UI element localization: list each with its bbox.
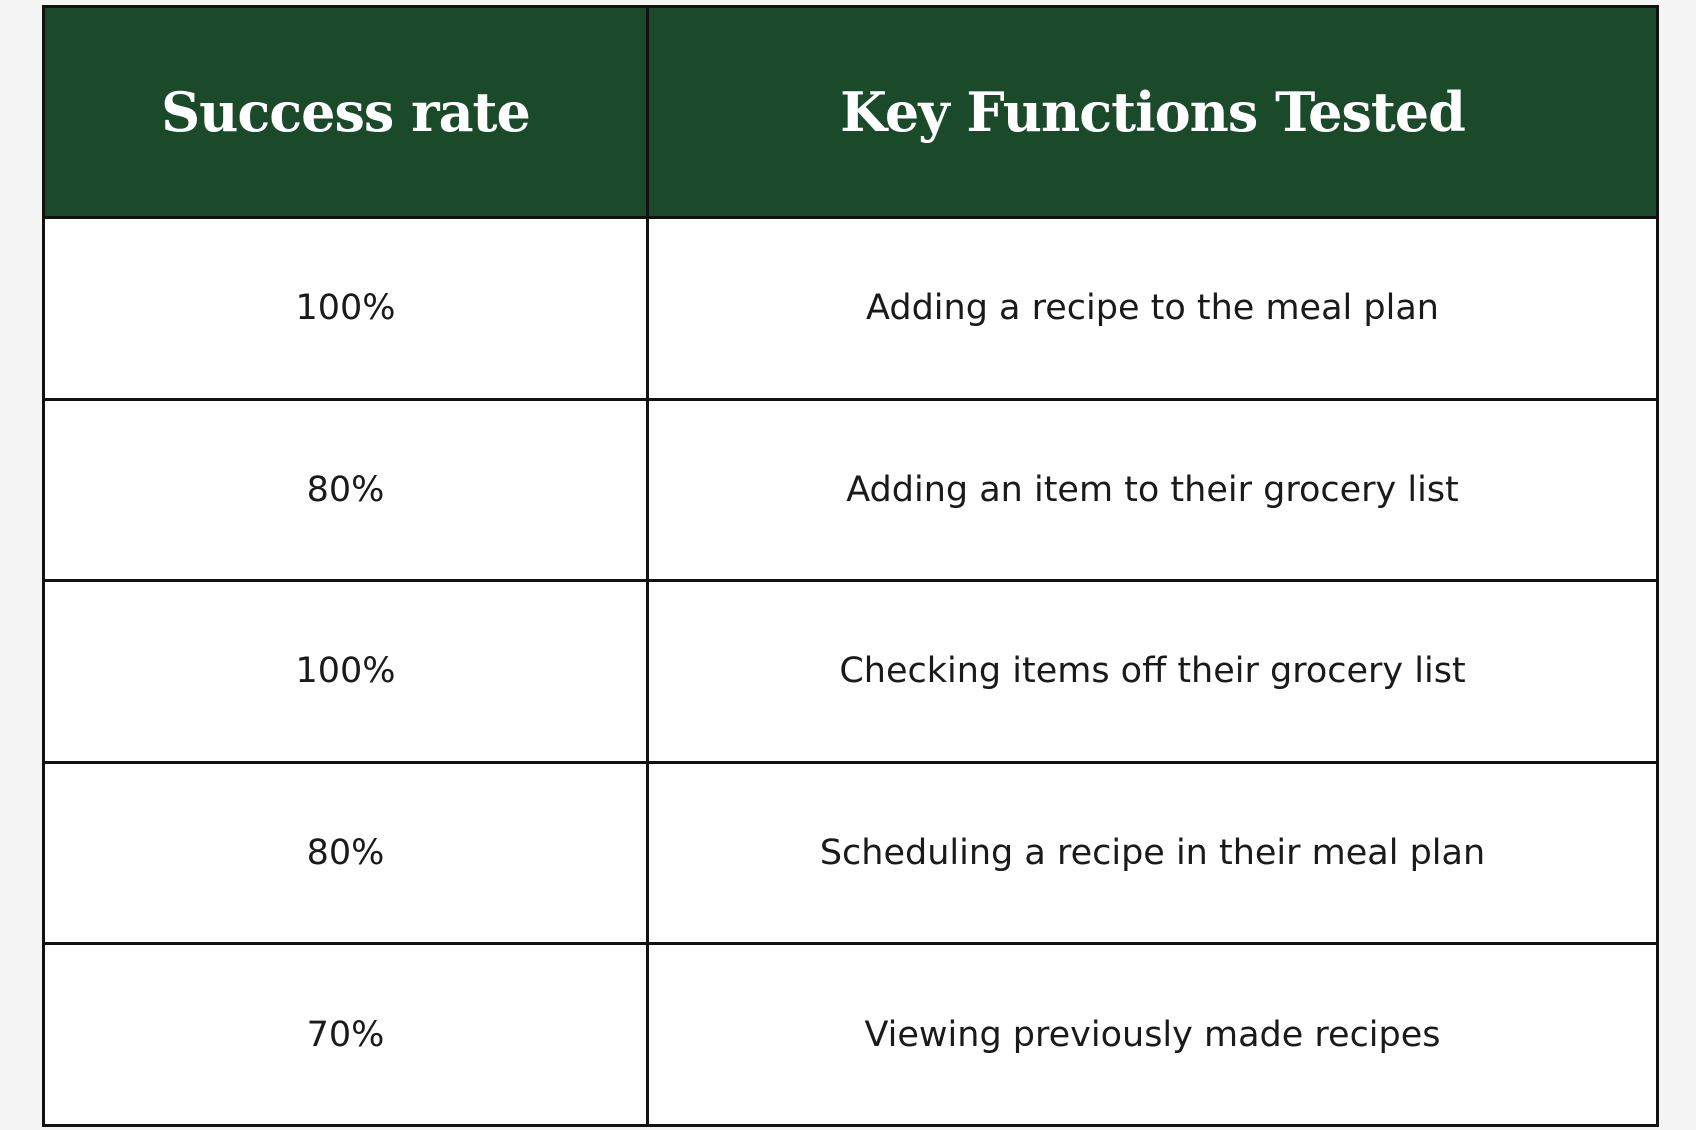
success-rate-cell: 80% <box>42 397 649 583</box>
function-cell: Checking items off their grocery list <box>646 579 1659 764</box>
header-cell: Success rate <box>42 5 649 219</box>
table-row: 70% Viewing previously made recipes <box>42 942 1659 1127</box>
table-row: 100% Adding a recipe to the meal plan <box>42 216 1659 401</box>
success-rate-cell: 100% <box>42 216 649 401</box>
table-row: 80% Scheduling a recipe in their meal pla… <box>42 760 1659 946</box>
success-rate-cell: 80% <box>42 760 649 946</box>
table-body: 100% Adding a recipe to the meal plan 80% A… <box>42 216 1659 1127</box>
function-cell: Scheduling a recipe in their meal plan <box>646 760 1659 946</box>
header-cell: Key Functions Tested <box>646 5 1659 219</box>
table-row: 80% Adding an item to their grocery list <box>42 397 1659 583</box>
function-cell: Viewing previously made recipes <box>646 942 1659 1127</box>
table-header: Success rate Key Functions Tested <box>42 5 1659 219</box>
table-row: 100% Checking items off their grocery lis… <box>42 579 1659 764</box>
function-cell: Adding an item to their grocery list <box>646 397 1659 583</box>
success-rate-cell: 100% <box>42 579 649 764</box>
function-cell: Adding a recipe to the meal plan <box>646 216 1659 401</box>
header-row: Success rate Key Functions Tested <box>42 5 1659 219</box>
results-table: Success rate Key Functions Tested 100% Ad… <box>42 5 1659 1127</box>
success-rate-cell: 70% <box>42 942 649 1127</box>
